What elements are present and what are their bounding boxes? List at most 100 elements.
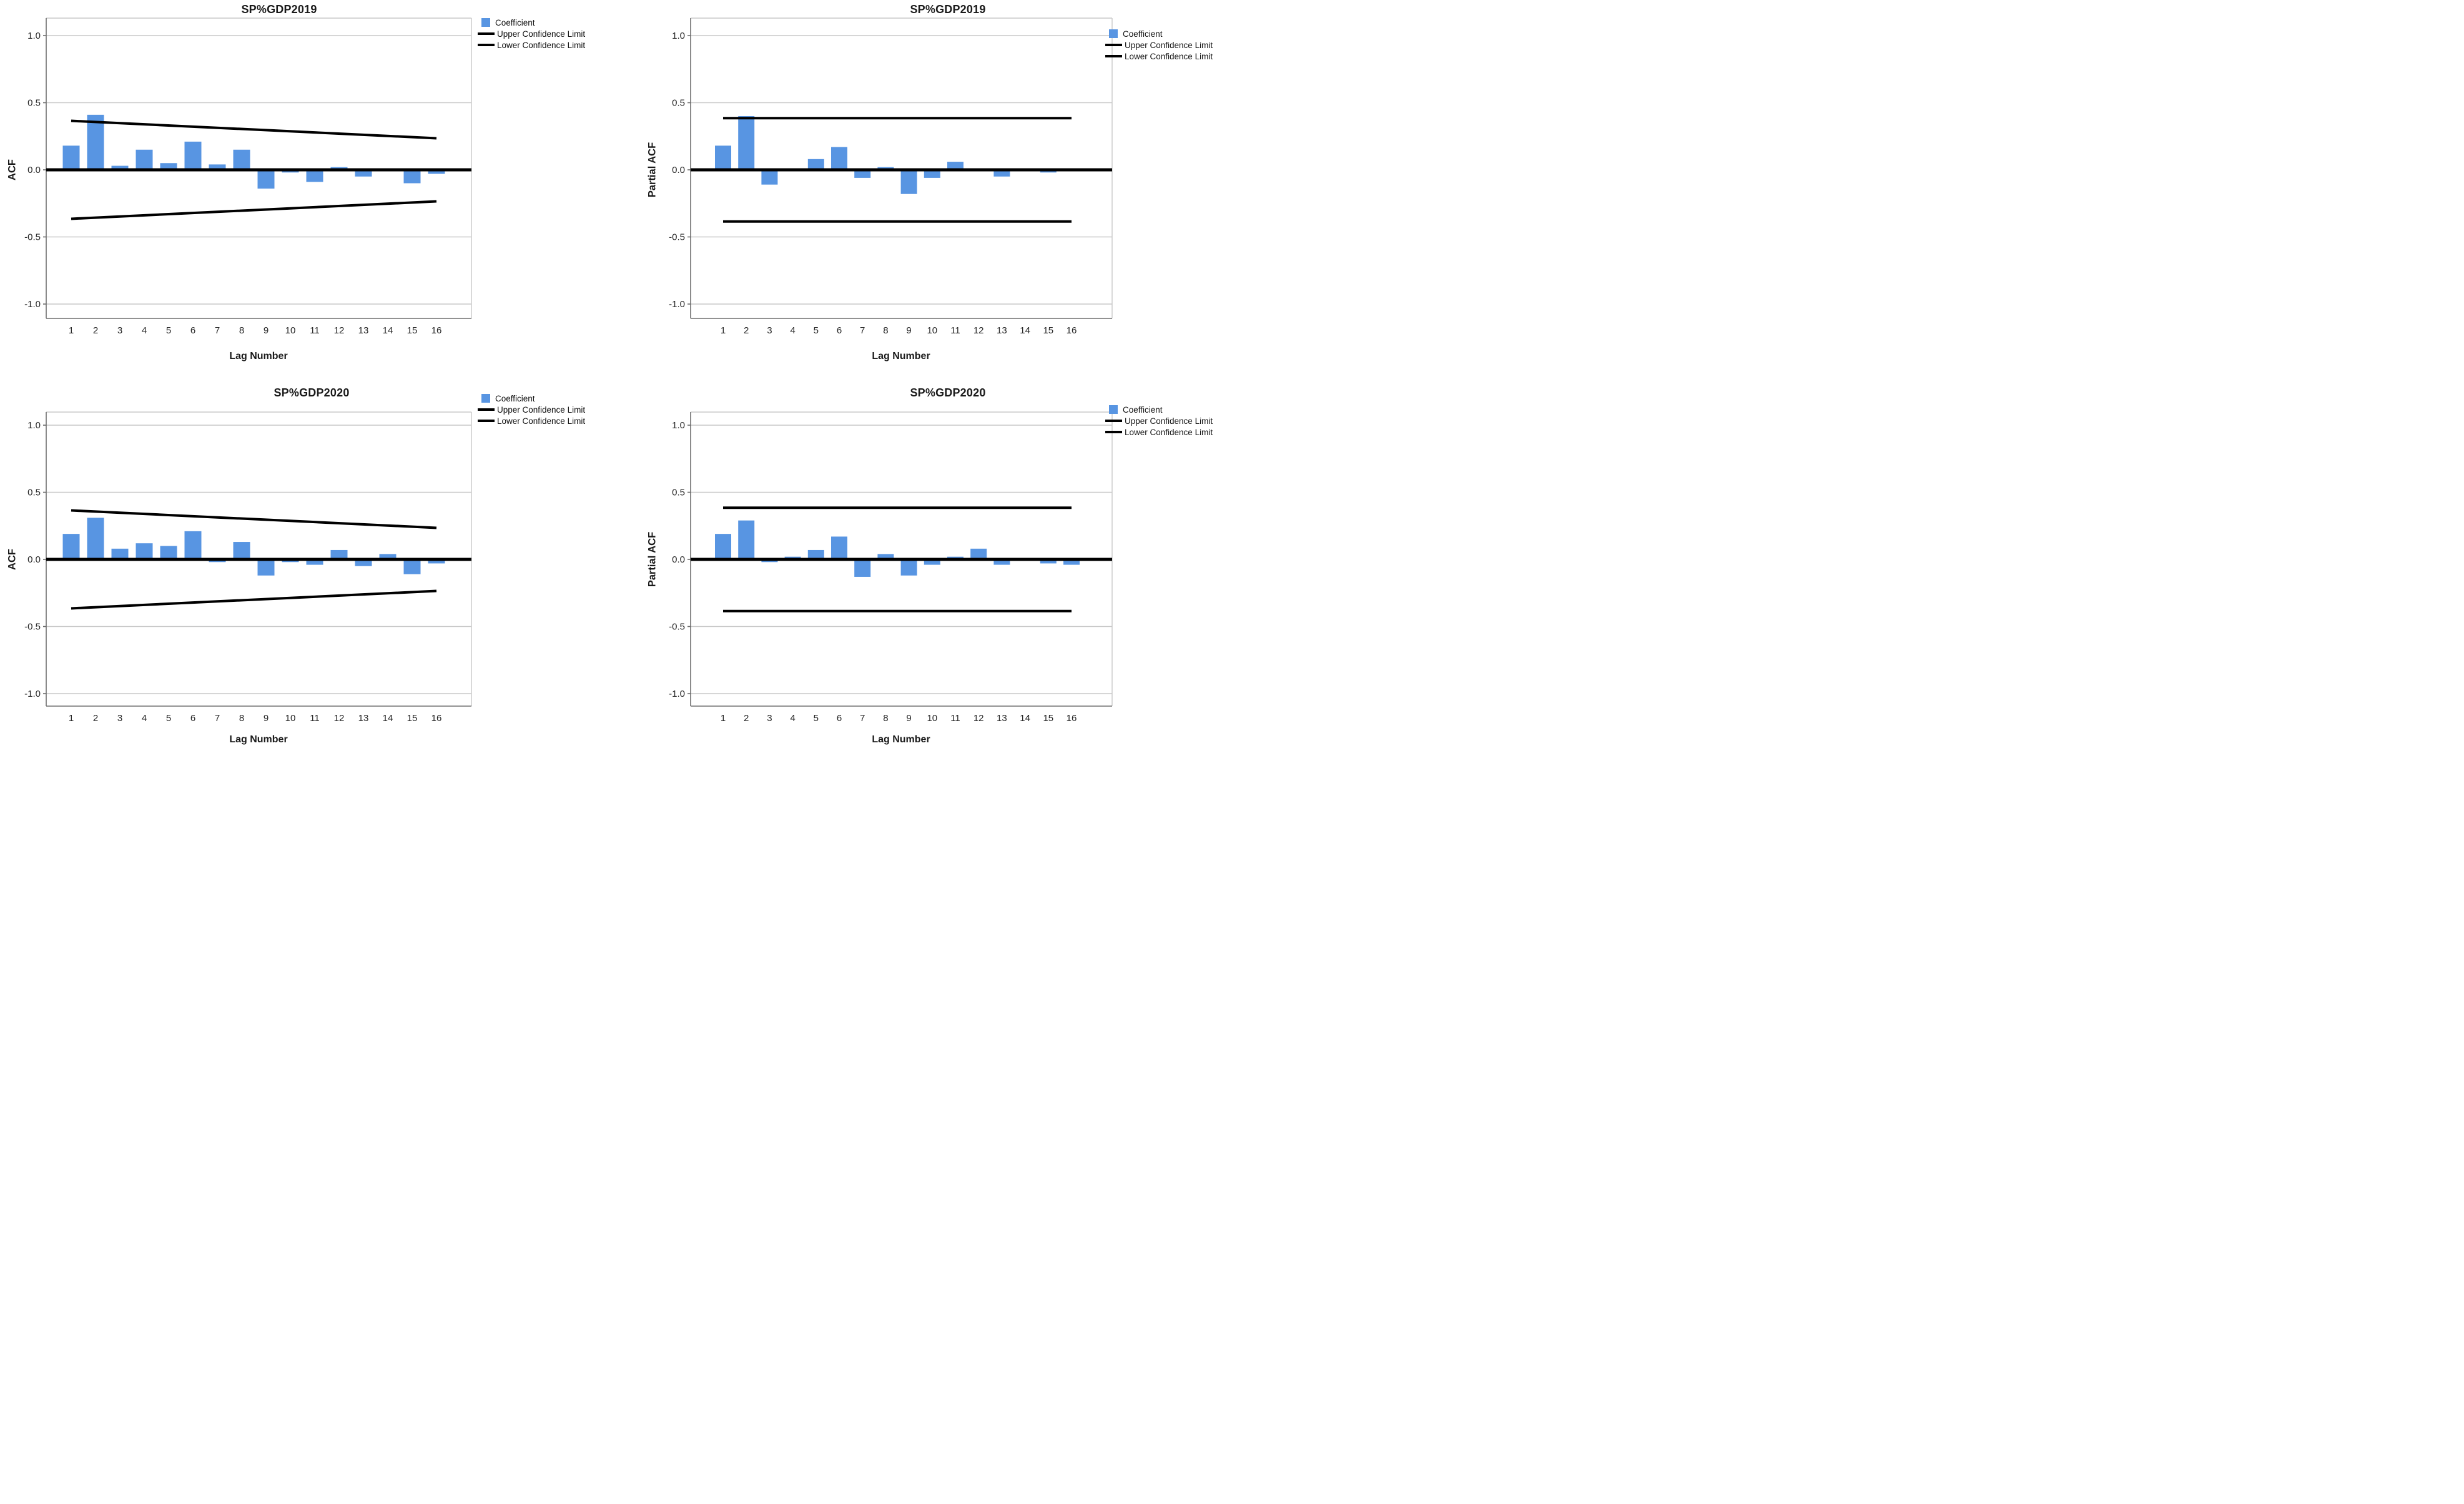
x-tick-label: 11	[950, 325, 960, 336]
x-tick-label: 13	[358, 325, 369, 336]
coefficient-swatch-icon	[481, 18, 490, 27]
x-tick-label: 3	[117, 713, 122, 724]
x-tick-label: 13	[997, 713, 1007, 724]
legend-label: Lower Confidence Limit	[497, 40, 586, 50]
x-tick-label: 8	[883, 325, 888, 336]
coefficient-swatch-icon	[481, 394, 490, 403]
x-tick-label: 9	[264, 325, 269, 336]
x-tick-label: 5	[814, 325, 819, 336]
y-tick-label: 1.0	[27, 31, 41, 41]
x-tick-label: 6	[190, 325, 195, 336]
x-tick-label: 14	[1020, 325, 1030, 336]
x-tick-label: 2	[93, 325, 98, 336]
x-tick-label: 6	[837, 713, 842, 724]
legend: Coefficient Upper Confidence Limit Lower…	[1105, 404, 1213, 438]
plot-area: 1.00.50.0-0.5-1.01 2 3 4 5 6 7 8 9 10 11 12 13 14 15 16	[24, 17, 472, 336]
coefficient-bars	[62, 114, 445, 189]
y-tick-label: 0.0	[27, 165, 41, 175]
legend-item-lower-confidence-limit: Lower Confidence Limit	[478, 415, 585, 426]
lower-confidence-limit-line-icon	[478, 44, 495, 46]
legend-item-coefficient: Coefficient	[1105, 28, 1213, 39]
x-tick-label: 16	[431, 325, 442, 336]
legend-item-coefficient: Coefficient	[478, 17, 585, 28]
correlogram-grid: 1.0 0.5 0.0 -0.5 -1.0 1 2 3 4 5 6 7 8 9 10 11 12 13 14 15 16…	[0, 0, 1232, 752]
x-tick-label: 9	[906, 713, 911, 724]
y-axis-label: ACF	[6, 159, 18, 180]
x-tick-label: 10	[927, 713, 937, 724]
plot-area: 1.00.50.0-0.5-1.01 2 3 4 5 6 7 8 9 10 11 12 13 14 15 16	[669, 17, 1113, 336]
x-tick-label: 15	[1043, 713, 1053, 724]
x-tick-label: 2	[744, 713, 749, 724]
x-tick-label: 6	[190, 713, 195, 724]
x-axis-label: Lag Number	[872, 351, 930, 361]
x-tick-label: 4	[790, 713, 795, 724]
x-tick-label: 13	[358, 713, 369, 724]
y-tick-label: -0.5	[669, 232, 685, 243]
upper-confidence-limit-line-icon	[1105, 44, 1122, 46]
x-tick-label: 4	[790, 325, 795, 336]
coefficient-bars	[715, 116, 1057, 194]
x-tick-label: 15	[407, 325, 418, 336]
x-tick-label: 7	[215, 713, 220, 724]
legend-label: Coefficient	[1123, 405, 1163, 415]
x-tick-label: 12	[973, 325, 984, 336]
x-tick-label: 9	[264, 713, 269, 724]
legend-label: Upper Confidence Limit	[1125, 416, 1213, 426]
x-tick-label: 7	[215, 325, 220, 336]
lower-confidence-limit-line-icon	[478, 420, 495, 422]
x-tick-label: 16	[431, 713, 442, 724]
legend: Coefficient Upper Confidence Limit Lower…	[478, 17, 585, 51]
upper-confidence-limit-line	[71, 509, 437, 529]
x-tick-label: 14	[383, 325, 393, 336]
legend-item-coefficient: Coefficient	[478, 393, 585, 404]
legend-item-upper-confidence-limit: Upper Confidence Limit	[1105, 39, 1213, 51]
y-tick-label: 1.0	[27, 420, 41, 431]
x-tick-label: 16	[1067, 713, 1077, 724]
chart-panel-pacf-sp-gdp2020: 1.0 0.5 0.0 -0.5 -1.0 1 2 3 4 5 6 7 8 9 10 11 12 13 14 15 16…	[616, 376, 1232, 752]
coefficient-swatch-icon	[1109, 29, 1118, 38]
x-tick-label: 10	[285, 325, 296, 336]
coefficient-swatch-icon	[1109, 405, 1118, 414]
legend-item-lower-confidence-limit: Lower Confidence Limit	[478, 39, 585, 51]
x-tick-label: 14	[1020, 713, 1030, 724]
lower-confidence-limit-line	[71, 589, 437, 610]
chart-panel-acf-sp-gdp2020: 1.0 0.5 0.0 -0.5 -1.0 1 2 3 4 5 6 7 8 9 10 11 12 13 14 15 16…	[0, 376, 616, 752]
x-tick-label: 12	[334, 713, 345, 724]
x-tick-label: 5	[814, 713, 819, 724]
x-tick-label: 15	[1043, 325, 1053, 336]
x-tick-label: 1	[721, 325, 726, 336]
x-tick-label: 15	[407, 713, 418, 724]
y-tick-label: 0.0	[672, 554, 685, 565]
x-tick-label: 12	[973, 713, 984, 724]
y-tick-label: 0.0	[27, 554, 41, 565]
lower-confidence-limit-line	[71, 200, 437, 220]
y-tick-label: 0.5	[672, 488, 685, 498]
legend-label: Lower Confidence Limit	[497, 416, 586, 426]
lower-confidence-limit-line-icon	[1105, 431, 1122, 433]
y-axis-label: ACF	[6, 549, 18, 570]
x-tick-label: 3	[767, 325, 772, 336]
y-tick-label: -0.5	[24, 232, 41, 243]
y-tick-label: 0.5	[27, 98, 41, 109]
x-tick-label: 3	[117, 325, 122, 336]
y-tick-label: -1.0	[24, 689, 41, 699]
legend-item-lower-confidence-limit: Lower Confidence Limit	[1105, 426, 1213, 438]
y-tick-label: 0.5	[27, 488, 41, 498]
plot-area: 1.00.50.0-0.5-1.01 2 3 4 5 6 7 8 9 10 11 12 13 14 15 16	[669, 411, 1113, 724]
x-tick-label: 10	[927, 325, 937, 336]
x-tick-label: 1	[721, 713, 726, 724]
x-axis-label: Lag Number	[229, 734, 288, 745]
coefficient-bars	[715, 520, 1080, 577]
legend: Coefficient Upper Confidence Limit Lower…	[1105, 28, 1213, 62]
x-tick-label: 6	[837, 325, 842, 336]
x-tick-label: 2	[93, 713, 98, 724]
y-tick-label: 0.0	[672, 165, 685, 175]
x-tick-label: 5	[166, 713, 171, 724]
x-tick-label: 11	[310, 325, 320, 336]
upper-confidence-limit-line-icon	[478, 408, 495, 411]
chart-panel-pacf-sp-gdp2019: 1.0 0.5 0.0 -0.5 -1.0 1 2 3 4 5 6 7 8 9 10 11 12 13 14 15 16…	[616, 0, 1232, 376]
x-tick-label: 3	[767, 713, 772, 724]
x-tick-label: 11	[950, 713, 960, 724]
plot-area: 1.00.50.0-0.5-1.01 2 3 4 5 6 7 8 9 10 11 12 13 14 15 16	[24, 411, 472, 724]
legend-label: Coefficient	[495, 17, 535, 27]
